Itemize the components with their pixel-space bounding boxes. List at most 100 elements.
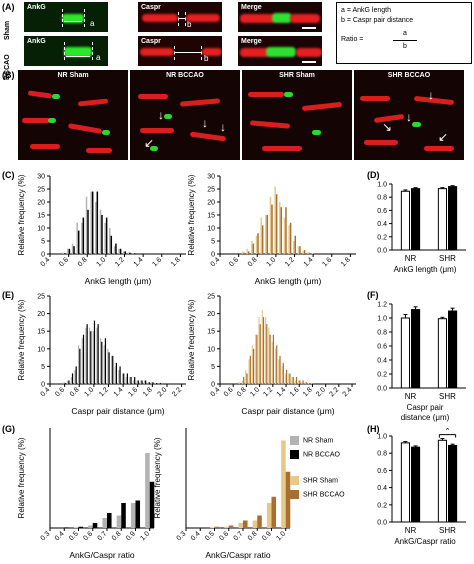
bar	[112, 355, 114, 384]
legend-nr-sham-label: NR Sham	[303, 437, 334, 445]
bar	[130, 376, 132, 384]
bar	[265, 215, 267, 254]
bar	[118, 248, 120, 254]
bar	[90, 191, 92, 254]
bar	[303, 250, 306, 254]
category-label: NR	[405, 254, 417, 263]
bar	[275, 194, 278, 254]
bar	[271, 341, 273, 384]
bar	[129, 376, 131, 384]
bar	[115, 243, 117, 254]
y-tick-label: 1.0	[377, 182, 387, 189]
y-tick-label: 0.0	[377, 520, 387, 527]
bar	[82, 217, 85, 254]
legend-line-a: a = AnkG length	[341, 7, 392, 14]
legend-shr-bccao: SHR BCCAO	[290, 490, 345, 499]
y-tick-label: 1.2	[377, 302, 387, 309]
x-tick-label: 0.6	[54, 386, 66, 398]
mark-a: a	[90, 19, 95, 28]
category-label: NR	[405, 392, 417, 401]
bar	[103, 345, 105, 384]
bar	[118, 369, 120, 384]
y-tick-label: 10	[207, 346, 215, 353]
measurement-legend: a = AnkG length b = Caspr pair distance …	[336, 2, 472, 64]
bar	[105, 217, 108, 254]
y-tick-label: 30	[207, 174, 215, 181]
bar	[271, 204, 273, 254]
bar	[266, 215, 269, 254]
nr-bccao-title: NR BCCAO	[166, 72, 204, 79]
bar	[93, 320, 96, 384]
x-tick-label: 2.2	[328, 386, 340, 398]
y-tick-label: 0.6	[377, 344, 387, 351]
bar	[132, 253, 134, 254]
bar	[307, 382, 310, 384]
x-tick-label: 0.7	[233, 530, 245, 542]
legend-shr-sham-label: SHR Sham	[303, 477, 339, 485]
bar	[148, 382, 150, 384]
x-axis-label: AnkG/Caspr ratio	[69, 550, 134, 560]
bar	[143, 380, 146, 384]
y-tick-label: 1.0	[377, 434, 387, 441]
y-axis-label: Relative frequency (%)	[17, 299, 26, 380]
bar	[134, 376, 136, 384]
y-tick-label: 20	[207, 200, 215, 207]
bar	[241, 251, 244, 254]
bar	[209, 527, 215, 528]
bar	[298, 380, 300, 384]
x-tick-label: 0.6	[58, 256, 70, 268]
x-tick-label: 0.6	[218, 530, 230, 542]
bar	[67, 380, 69, 384]
x-tick-label: 1.8	[142, 386, 154, 398]
y-tick-label: 0	[211, 252, 215, 259]
bar	[92, 523, 98, 528]
bar	[238, 382, 240, 384]
bar	[67, 248, 69, 254]
y-tick-label: 20	[37, 200, 45, 207]
bar	[257, 515, 262, 528]
bar	[269, 334, 271, 384]
legend-shr-bccao-label: SHR BCCAO	[303, 491, 345, 499]
bar	[130, 503, 136, 528]
bar	[279, 202, 281, 254]
bar	[257, 233, 259, 254]
bar	[137, 380, 139, 384]
bar	[411, 446, 421, 523]
shr-bccao-title: SHR BCCAO	[387, 72, 431, 79]
bar	[279, 355, 281, 384]
x-axis-label: AnkG length (μm)	[394, 265, 457, 274]
bar	[274, 348, 277, 384]
bar	[238, 523, 243, 528]
x-tick-label: 0.8	[247, 530, 259, 542]
bar	[252, 243, 255, 254]
bar	[239, 382, 242, 384]
panel-label-c: (C)	[2, 170, 15, 180]
x-tick-label: 0.4	[210, 256, 222, 268]
bar	[448, 186, 458, 251]
mark-a-2: a	[96, 53, 101, 62]
bar	[251, 241, 253, 254]
category-label: SHR	[439, 254, 456, 263]
legend-shr-sham: SHR Sham	[290, 476, 338, 485]
x-axis-label: Caspr pair distance (μm)	[401, 403, 450, 422]
y-tick-label: 5	[211, 364, 215, 371]
y-tick-label: 15	[37, 329, 45, 336]
x-tick-label: 1.0	[249, 386, 261, 398]
bar	[248, 359, 250, 384]
x-tick-label: 1.6	[289, 386, 301, 398]
bar	[284, 373, 287, 384]
y-tick-label: 15	[207, 213, 215, 220]
y-tick-label: 1.0	[377, 316, 387, 323]
y-tick-label: 25	[207, 187, 215, 194]
x-tick-label: 0.4	[210, 386, 222, 398]
bar	[108, 352, 110, 384]
bar	[269, 196, 272, 254]
x-tick-label: 0.5	[204, 530, 216, 542]
bar	[400, 317, 410, 389]
bar	[271, 496, 277, 528]
bar	[289, 373, 291, 384]
bar	[305, 382, 308, 384]
x-tick-label: 0.3	[40, 530, 52, 542]
bar	[74, 369, 76, 384]
chart-c-right: 0 5 10 15 20 25 30 0.4 0.6 0.8 1.0 1.2 1.4 1.6 1.8 Rela…	[184, 168, 362, 288]
